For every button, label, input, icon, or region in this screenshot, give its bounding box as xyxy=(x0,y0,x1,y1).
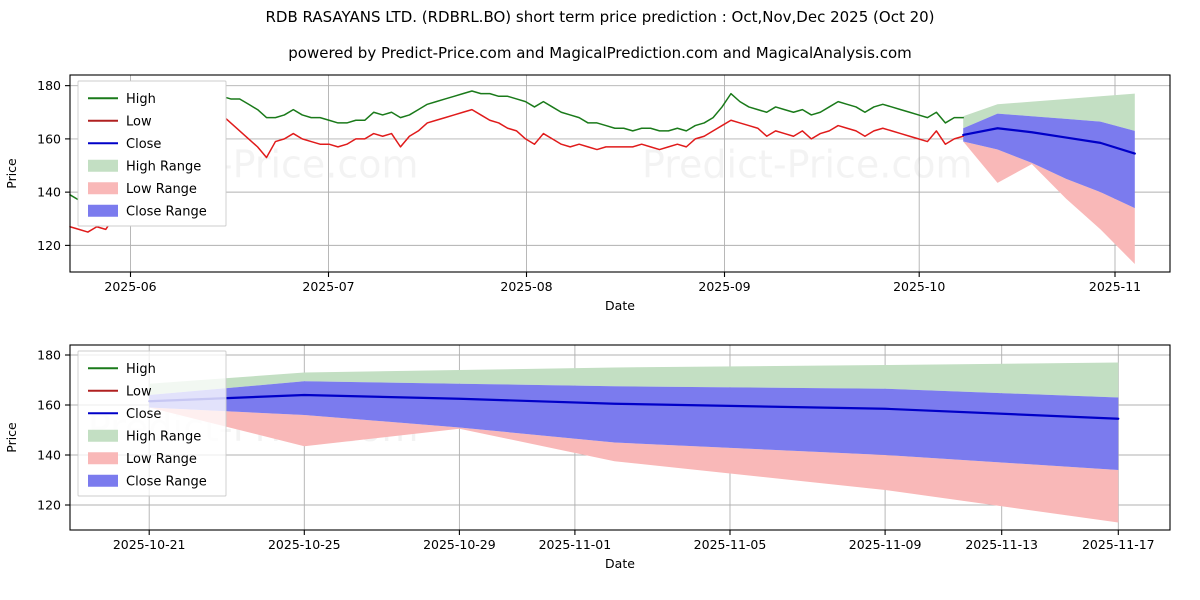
x-tick-label: 2025-10-25 xyxy=(268,537,341,552)
legend-label: High xyxy=(126,362,156,377)
y-axis-label: Price xyxy=(4,422,19,453)
x-axis-label: Date xyxy=(605,556,635,571)
close-line xyxy=(148,393,1120,420)
legend-label: Close xyxy=(126,137,161,152)
legend-label: High Range xyxy=(126,159,201,174)
legend-label: Low xyxy=(126,384,152,399)
y-tick-label: 160 xyxy=(37,131,61,146)
legend-label: Low Range xyxy=(126,182,197,197)
legend-swatch-patch xyxy=(88,159,118,172)
detail-chart: Predict-Price.comPredict-Price.com120140… xyxy=(4,344,1171,571)
legend-label: High Range xyxy=(126,429,201,444)
y-tick-label: 120 xyxy=(37,498,61,513)
legend-label: Close xyxy=(126,407,161,422)
close-line xyxy=(962,127,1136,155)
legend-label: High xyxy=(126,92,156,107)
plot-frame xyxy=(69,74,1171,273)
close-range-band xyxy=(149,381,1119,470)
x-tick-label: 2025-10-29 xyxy=(423,537,496,552)
y-tick-label: 120 xyxy=(37,238,61,253)
legend-label: Close Range xyxy=(126,204,207,219)
x-axis-label: Date xyxy=(605,298,635,313)
legend-swatch-patch xyxy=(88,204,118,217)
legend-swatch-patch xyxy=(88,429,118,442)
legend-swatch-patch xyxy=(88,182,118,195)
legend-label: Low Range xyxy=(126,452,197,467)
low-range-band xyxy=(149,407,1119,523)
overview-chart: Predict-Price.comPredict-Price.com120140… xyxy=(4,74,1171,313)
x-tick-label: 2025-11-01 xyxy=(539,537,612,552)
high-range-band xyxy=(149,362,1119,398)
close-range-band xyxy=(963,113,1135,209)
y-tick-label: 180 xyxy=(37,348,61,363)
legend-label: Close Range xyxy=(126,474,207,489)
x-tick-label: 2025-08 xyxy=(500,279,552,294)
page-subtitle: powered by Predict-Price.com and Magical… xyxy=(288,44,912,62)
y-axis-label: Price xyxy=(4,158,19,189)
legend-swatch-patch xyxy=(88,452,118,465)
high-range-band xyxy=(963,93,1135,131)
x-tick-label: 2025-11-13 xyxy=(965,537,1038,552)
y-tick-label: 140 xyxy=(37,448,61,463)
y-tick-label: 140 xyxy=(37,185,61,200)
legend-swatch-patch xyxy=(88,474,118,487)
x-tick-label: 2025-10 xyxy=(893,279,945,294)
x-tick-label: 2025-09 xyxy=(698,279,750,294)
low-range-band xyxy=(963,141,1135,265)
plot-frame xyxy=(69,344,1171,531)
x-tick-label: 2025-11-17 xyxy=(1082,537,1155,552)
y-tick-label: 160 xyxy=(37,398,61,413)
x-tick-label: 2025-10-21 xyxy=(113,537,186,552)
page-title: RDB RASAYANS LTD. (RDBRL.BO) short term … xyxy=(265,8,935,26)
x-tick-label: 2025-06 xyxy=(104,279,156,294)
x-tick-label: 2025-11-05 xyxy=(694,537,767,552)
y-tick-label: 180 xyxy=(37,78,61,93)
x-tick-label: 2025-07 xyxy=(302,279,354,294)
watermark: Predict-Price.com xyxy=(642,142,973,186)
x-tick-label: 2025-11-09 xyxy=(849,537,922,552)
x-tick-label: 2025-11 xyxy=(1089,279,1141,294)
legend-label: Low xyxy=(126,114,152,129)
